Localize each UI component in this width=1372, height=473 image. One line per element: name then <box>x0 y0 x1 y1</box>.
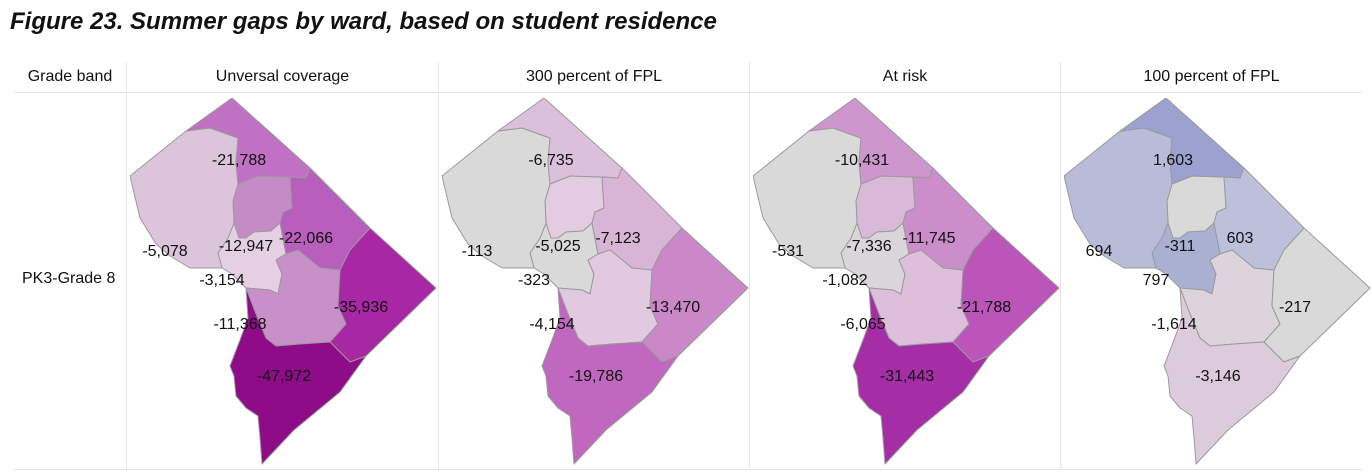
ward-4-region <box>1119 98 1245 185</box>
ward-4-value-label: 1,603 <box>1153 152 1193 169</box>
ward-1-value-label: -7,336 <box>846 238 891 255</box>
ward-4-region <box>185 98 311 185</box>
ward-1-value-label: -12,947 <box>219 238 273 255</box>
ward-1-value-label: -311 <box>1165 238 1196 255</box>
ward-8-region <box>541 287 679 465</box>
ward-4-region <box>497 98 623 185</box>
header-divider <box>14 92 1362 93</box>
ward-6-value-label: -11,368 <box>213 316 266 333</box>
ward-7-region <box>952 227 1060 363</box>
ward-map-300fpl: -5,025 -323 -113 -6,735 -7,123 -4,154 -13,470 -… <box>442 98 749 465</box>
ward-8-value-label: -3,146 <box>1195 368 1240 385</box>
figure-title: Figure 23. Summer gaps by ward, based on… <box>10 8 717 35</box>
map-panel-300fpl: -5,025 -323 -113 -6,735 -7,123 -4,154 -13,470 -… <box>442 98 750 466</box>
ward-4-region <box>808 98 934 185</box>
ward-7-value-label: -13,470 <box>646 299 700 316</box>
ward-8-region <box>852 287 990 465</box>
ward-6-value-label: -1,614 <box>1151 316 1196 333</box>
ward-2-value-label: -3,154 <box>199 272 244 289</box>
column-header-300fpl: 300 percent of FPL <box>525 68 663 85</box>
row-label-pk3-grade8: PK3-Grade 8 <box>22 270 116 287</box>
ward-map-at-risk: -7,336 -1,082 -531 -10,431 -11,745 -6,065 -21,… <box>753 98 1060 465</box>
ward-3-region <box>1064 127 1173 269</box>
ward-3-region <box>442 127 551 269</box>
column-header-universal: Unversal coverage <box>215 68 350 85</box>
ward-3-region <box>753 127 862 269</box>
ward-8-value-label: -31,443 <box>880 368 934 385</box>
map-panel-universal: -12,947 -3,154 -5,078 -21,788 -22,066 -11,368… <box>130 98 438 466</box>
column-divider <box>749 62 750 470</box>
ward-4-value-label: -10,431 <box>835 152 889 169</box>
column-divider <box>1060 62 1061 470</box>
ward-2-value-label: 797 <box>1143 272 1170 289</box>
ward-6-value-label: -6,065 <box>840 316 885 333</box>
ward-2-value-label: -323 <box>518 272 550 289</box>
ward-2-value-label: -1,082 <box>822 272 867 289</box>
bottom-divider <box>14 469 1362 470</box>
figure-table: Grade band Unversal coverage 300 percent… <box>14 62 1371 470</box>
ward-map-universal: -12,947 -3,154 -5,078 -21,788 -22,066 -11,368… <box>130 98 437 465</box>
row-header-label: Grade band <box>27 68 113 85</box>
ward-4-value-label: -21,788 <box>212 152 266 169</box>
ward-7-region <box>641 227 749 363</box>
ward-3-value-label: -113 <box>462 243 493 260</box>
ward-1-value-label: -5,025 <box>535 238 580 255</box>
map-panel-at-risk: -7,336 -1,082 -531 -10,431 -11,745 -6,065 -21,… <box>753 98 1061 466</box>
column-header-at-risk: At risk <box>882 68 928 85</box>
ward-7-value-label: -21,788 <box>957 299 1011 316</box>
ward-7-region <box>1263 227 1371 363</box>
ward-4-value-label: -6,735 <box>528 152 573 169</box>
ward-5-value-label: -11,745 <box>902 230 955 247</box>
ward-7-value-label: -217 <box>1279 299 1311 316</box>
map-panel-100fpl: -311 797 694 1,603 603 -1,614 -217 -3,146 <box>1064 98 1372 466</box>
ward-5-value-label: 603 <box>1227 230 1254 247</box>
ward-5-value-label: -7,123 <box>595 230 640 247</box>
ward-8-region <box>1163 287 1301 465</box>
ward-7-region <box>329 227 437 363</box>
ward-8-region <box>229 287 367 465</box>
column-divider <box>438 62 439 470</box>
ward-3-value-label: -5,078 <box>142 243 187 260</box>
column-divider <box>126 62 127 470</box>
ward-8-value-label: -47,972 <box>257 368 311 385</box>
ward-3-value-label: -531 <box>772 243 804 260</box>
ward-5-value-label: -22,066 <box>279 230 333 247</box>
ward-7-value-label: -35,936 <box>334 299 388 316</box>
ward-3-value-label: 694 <box>1086 243 1113 260</box>
ward-8-value-label: -19,786 <box>569 368 623 385</box>
column-header-100fpl: 100 percent of FPL <box>1143 68 1280 85</box>
ward-map-100fpl: -311 797 694 1,603 603 -1,614 -217 -3,146 <box>1064 98 1371 465</box>
ward-6-value-label: -4,154 <box>529 316 574 333</box>
